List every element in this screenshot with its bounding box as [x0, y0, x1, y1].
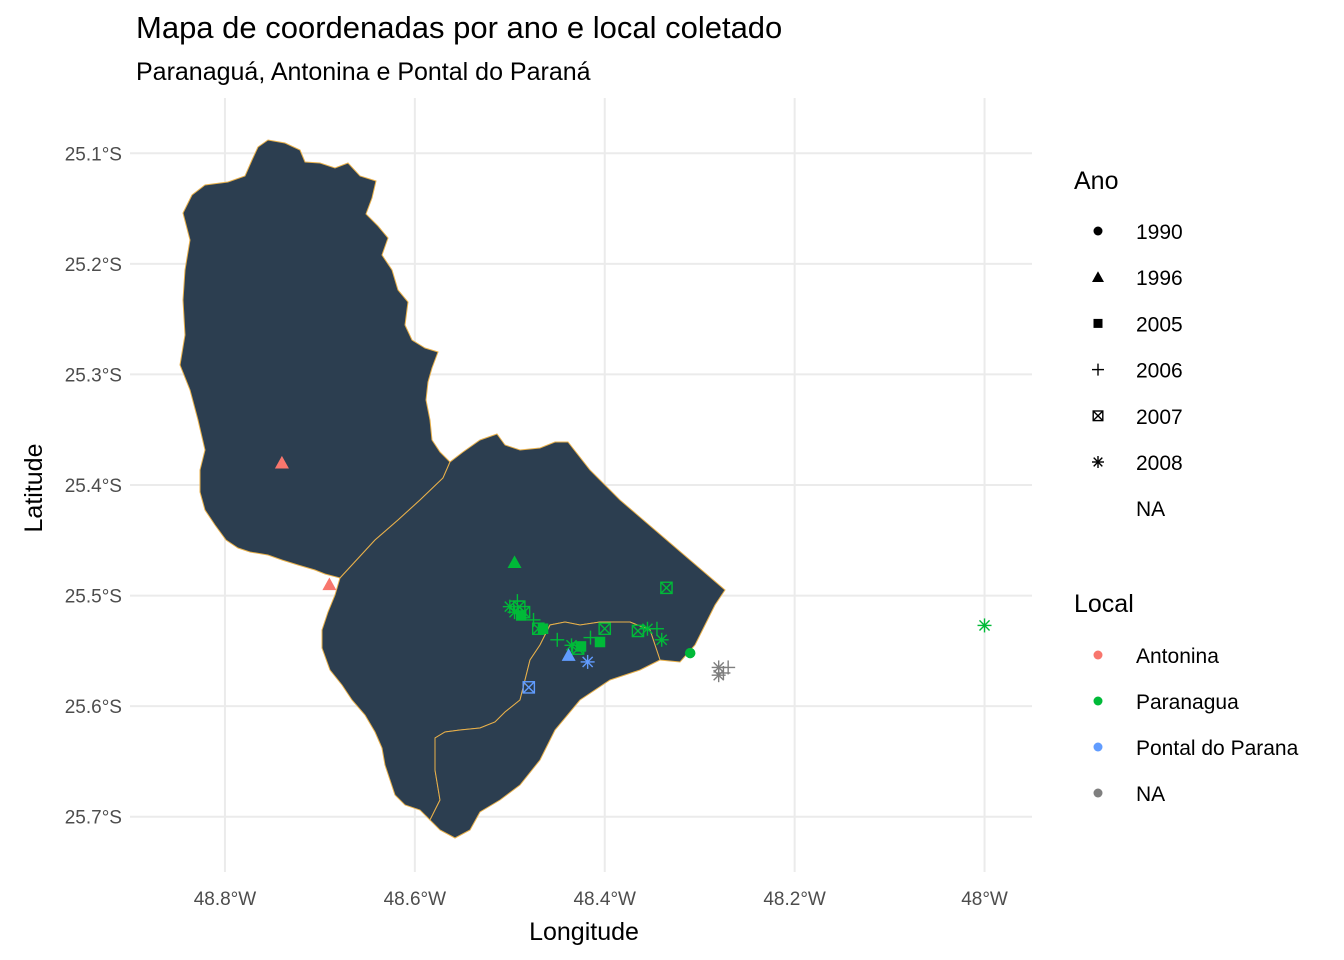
- y-tick-label: 25.4°S: [65, 476, 122, 497]
- legend-ano-key: [1093, 226, 1103, 236]
- data-point: [977, 618, 992, 633]
- legend-ano-label: 2005: [1136, 313, 1183, 336]
- legend-local-key: [1093, 742, 1103, 752]
- legend-ano-label: 2006: [1136, 360, 1183, 383]
- data-point: [550, 632, 565, 647]
- data-point: [654, 632, 669, 647]
- data-point: [598, 622, 612, 636]
- data-point: [721, 660, 736, 675]
- legend-local-key: [1093, 650, 1103, 660]
- y-tick-label: 25.2°S: [65, 255, 122, 276]
- data-point: [575, 641, 587, 652]
- legend-ano-label: 1996: [1136, 267, 1183, 290]
- x-axis-ticks: 48.8°W 48.6°W 48.4°W 48.2°W 48°W: [194, 889, 1008, 910]
- data-points: [274, 455, 992, 694]
- legend-local: Local Antonina Paranagua Pontal do Parana N…: [1074, 590, 1299, 806]
- y-tick-label: 25.1°S: [65, 144, 122, 165]
- data-point: [561, 648, 576, 661]
- chart-title: Mapa de coordenadas por ano e local cole…: [136, 10, 783, 45]
- data-point: [594, 636, 606, 648]
- chart-subtitle: Paranaguá, Antonina e Pontal do Paraná: [136, 58, 591, 86]
- data-point: [515, 610, 527, 621]
- data-point: [711, 668, 726, 683]
- data-point: [522, 681, 536, 694]
- legend-ano-key: [1092, 271, 1104, 282]
- data-point: [274, 455, 289, 469]
- data-point: [649, 621, 664, 636]
- legend-ano-key: [1092, 363, 1104, 376]
- municipality-regions: [179, 139, 726, 839]
- legend-ano-key: [1093, 318, 1103, 328]
- data-point: [684, 647, 696, 659]
- legend-ano-key: [1092, 456, 1104, 468]
- x-tick-label: 48.8°W: [194, 889, 257, 910]
- legend-ano-label: NA: [1136, 498, 1165, 521]
- data-point: [537, 623, 549, 634]
- legend-ano-title: Ano: [1074, 167, 1118, 195]
- y-axis-title: Latitude: [20, 444, 48, 533]
- legend-local-title: Local: [1074, 590, 1134, 618]
- legend-ano: Ano 1990 1996 2005 2006 2007 2008 NA: [1074, 167, 1183, 521]
- x-axis-title: Longitude: [529, 918, 639, 946]
- data-point: [580, 654, 595, 669]
- data-point: [510, 594, 525, 609]
- legend-ano-label: 2008: [1136, 452, 1183, 475]
- legend-ano-label: 1990: [1136, 221, 1183, 244]
- data-point: [660, 581, 673, 595]
- y-tick-label: 25.6°S: [65, 697, 122, 718]
- legend-local-label: Pontal do Parana: [1136, 737, 1299, 760]
- x-tick-label: 48°W: [961, 889, 1008, 910]
- legend-local-key: [1093, 788, 1103, 798]
- x-tick-label: 48.6°W: [384, 889, 447, 910]
- y-tick-label: 25.7°S: [65, 808, 122, 829]
- data-point: [322, 577, 337, 591]
- legend-local-label: Paranagua: [1136, 691, 1239, 714]
- x-tick-label: 48.2°W: [763, 889, 826, 910]
- x-tick-label: 48.4°W: [573, 889, 636, 910]
- legend-local-label: NA: [1136, 783, 1165, 806]
- y-tick-label: 25.5°S: [65, 587, 122, 608]
- legend-ano-label: 2007: [1136, 406, 1183, 429]
- y-tick-label: 25.3°S: [65, 365, 122, 386]
- data-point: [507, 555, 522, 568]
- y-axis-ticks: 25.1°S 25.2°S 25.3°S 25.4°S 25.5°S 25.6°S 25.7…: [65, 144, 122, 828]
- data-point: [631, 624, 645, 638]
- legend-local-label: Antonina: [1136, 645, 1219, 668]
- legend-ano-key: [1092, 410, 1104, 422]
- legend-local-key: [1093, 696, 1103, 706]
